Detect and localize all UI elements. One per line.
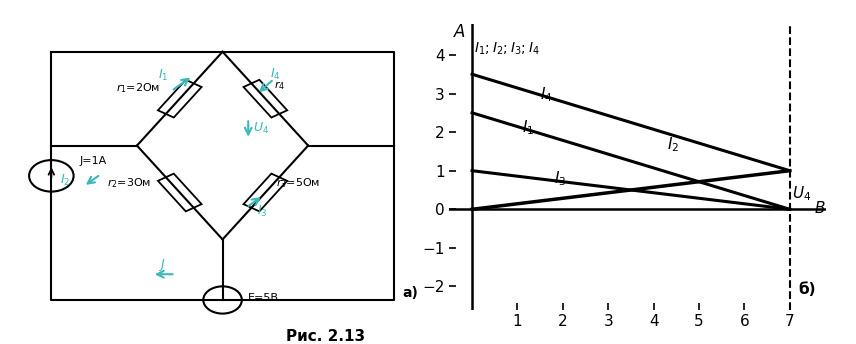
Text: $I_1; I_2; I_3; I_4$: $I_1; I_2; I_3; I_4$ (474, 41, 540, 57)
Text: $r_3$=5Ом: $r_3$=5Ом (276, 176, 320, 190)
Text: $I_3$: $I_3$ (554, 169, 566, 188)
Text: $I_4$: $I_4$ (270, 66, 280, 82)
Text: B: B (815, 201, 825, 216)
Text: $I_1$: $I_1$ (522, 118, 534, 137)
Bar (243, 80, 288, 118)
Text: $I_1$: $I_1$ (158, 68, 169, 83)
Text: $I_2$: $I_2$ (60, 172, 70, 187)
Text: Рис. 2.13: Рис. 2.13 (286, 329, 365, 344)
Text: $I_3$: $I_3$ (257, 204, 267, 219)
Text: $I_2$: $I_2$ (667, 136, 680, 154)
Text: $I_4$: $I_4$ (540, 85, 553, 104)
Text: б): б) (799, 282, 817, 297)
Text: A: A (454, 23, 466, 41)
Text: $r_4$: $r_4$ (274, 79, 285, 92)
Text: $U_4$: $U_4$ (792, 184, 811, 203)
Text: $U_4$: $U_4$ (253, 121, 269, 136)
Bar (158, 174, 202, 211)
Text: а): а) (402, 286, 419, 300)
Text: $r_2$=3Ом: $r_2$=3Ом (107, 176, 152, 190)
Text: $r_1$=2Ом: $r_1$=2Ом (116, 81, 160, 95)
Bar (243, 174, 288, 211)
Text: E=5B: E=5B (248, 293, 279, 303)
Bar (158, 80, 202, 118)
Text: J: J (160, 258, 164, 271)
Text: J=1A: J=1A (79, 156, 106, 166)
